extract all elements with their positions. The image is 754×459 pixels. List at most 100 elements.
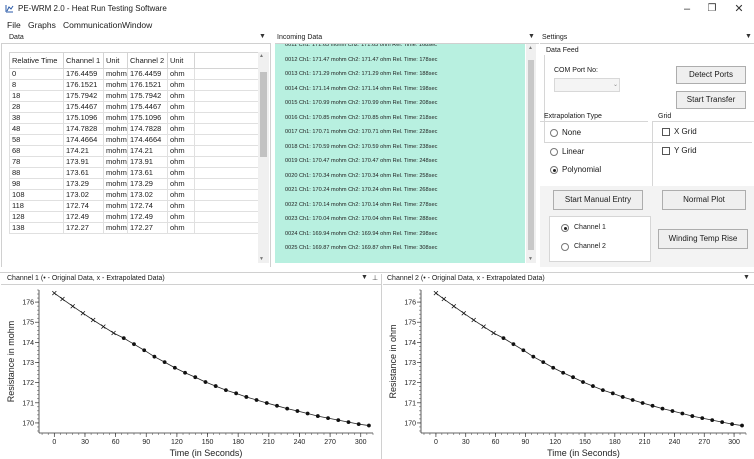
y-tick-label: 172 [22, 380, 34, 387]
original-point [551, 365, 556, 370]
table-row[interactable]: 128 172.49 mohm 172.49 ohm [9, 211, 266, 223]
winding-temp-rise-button[interactable]: Winding Temp Rise [658, 229, 748, 249]
unit-1-cell: mohm [103, 222, 128, 234]
filler-cell [194, 189, 266, 201]
original-point [213, 384, 218, 388]
column-header-relative-time[interactable]: Relative Time [9, 52, 64, 69]
radio-polynomial[interactable] [550, 166, 558, 174]
menu-window[interactable]: Window [122, 20, 153, 30]
panel-menu-chevron-icon[interactable]: ▼ [259, 33, 266, 40]
extrapolated-point [433, 290, 439, 296]
y-grid-checkbox[interactable] [662, 147, 670, 155]
relative-time-cell: 18 [9, 90, 64, 102]
unit-1-cell: mohm [103, 211, 128, 223]
start-transfer-button[interactable]: Start Transfer [676, 91, 746, 109]
menu-bar: File Graphs Communication Window [0, 18, 754, 32]
x-tick-label: 150 [202, 439, 214, 446]
unit-2-cell: ohm [167, 101, 195, 113]
data-table[interactable]: Relative Time Channel 1 Unit Channel 2 U… [9, 52, 266, 234]
table-row[interactable]: 0 176.4459 mohm 176.4459 ohm [9, 68, 266, 80]
x-tick-label: 270 [698, 439, 710, 446]
unit-2-cell: ohm [167, 145, 195, 157]
radio-linear[interactable] [550, 148, 558, 156]
table-row[interactable]: 118 172.74 mohm 172.74 ohm [9, 200, 266, 212]
y-tick-label: 171 [22, 400, 34, 407]
radio-channel-2[interactable] [561, 243, 569, 251]
x-grid-checkbox[interactable] [662, 128, 670, 136]
panel-menu-chevron-icon[interactable]: ▼ [743, 274, 750, 281]
panel-menu-chevron-icon[interactable]: ▼ [528, 33, 535, 40]
channel-2-cell: 172.49 [127, 211, 168, 223]
incoming-line: 0020 Ch1: 170.34 mohm Ch2: 170.34 ohm Re… [285, 172, 438, 179]
panel-menu-chevron-icon[interactable]: ▼ [361, 274, 368, 281]
unit-1-cell: mohm [103, 156, 128, 168]
radio-channel-1[interactable] [561, 224, 569, 232]
menu-file[interactable]: File [7, 20, 21, 30]
incoming-scrollbar-thumb[interactable] [528, 60, 534, 250]
channel-2-chart[interactable]: 0 30 60 90 120 150 180 210 240 270 300 170 171 172 173… [383, 286, 754, 459]
filler-cell [194, 145, 266, 157]
table-row[interactable]: 28 175.4467 mohm 175.4467 ohm [9, 101, 266, 113]
data-feed-group [544, 55, 752, 143]
scroll-down-icon[interactable]: ▼ [259, 256, 264, 262]
relative-time-cell: 98 [9, 178, 64, 190]
table-row[interactable]: 8 176.1521 mohm 176.1521 ohm [9, 79, 266, 91]
panel-menu-chevron-icon[interactable]: ▼ [745, 33, 752, 40]
extrapolation-polynomial-label: Polynomial [562, 165, 602, 174]
x-tick-label: 90 [142, 439, 150, 446]
column-header-unit-2[interactable]: Unit [167, 52, 195, 69]
com-port-select[interactable]: ⌄ [554, 78, 620, 92]
table-scrollbar-thumb[interactable] [260, 72, 267, 157]
pin-icon[interactable]: ⊥ [372, 275, 379, 282]
menu-communication[interactable]: Communication [63, 20, 123, 30]
filler-cell [194, 134, 266, 146]
channel-2-label: Channel 2 [574, 243, 606, 250]
start-manual-entry-button[interactable]: Start Manual Entry [553, 190, 643, 210]
minimize-button[interactable]: – [683, 3, 691, 15]
column-header-unit-1[interactable]: Unit [103, 52, 128, 69]
original-point [561, 370, 566, 375]
x-tick-label: 300 [728, 439, 740, 446]
scroll-down-icon[interactable]: ▼ [528, 256, 533, 262]
table-row[interactable]: 108 173.02 mohm 173.02 ohm [9, 189, 266, 201]
close-button[interactable]: ✕ [734, 3, 744, 15]
column-header-channel-2[interactable]: Channel 2 [127, 52, 168, 69]
original-point [193, 375, 198, 380]
original-point [346, 420, 351, 425]
table-row[interactable]: 68 174.21 mohm 174.21 ohm [9, 145, 266, 157]
maximize-button[interactable]: ❐ [707, 3, 717, 14]
original-point [305, 411, 310, 416]
channel-select-group [549, 216, 651, 262]
channel-1-cell: 173.91 [63, 156, 104, 168]
column-header-channel-1[interactable]: Channel 1 [63, 52, 104, 69]
radio-none[interactable] [550, 129, 558, 137]
table-scrollbar[interactable] [258, 52, 269, 263]
incoming-data-log[interactable]: 0011 Ch1: 171.63 mohm Ch2: 171.63 ohm Re… [275, 44, 525, 263]
channel-1-cell: 174.7828 [63, 123, 104, 135]
table-row[interactable]: 88 173.61 mohm 173.61 ohm [9, 167, 266, 179]
table-row[interactable]: 138 172.27 mohm 172.27 ohm [9, 222, 266, 234]
y-tick-label: 176 [22, 300, 34, 307]
table-row[interactable]: 78 173.91 mohm 173.91 ohm [9, 156, 266, 168]
scroll-up-icon[interactable]: ▲ [259, 53, 264, 59]
x-tick-label: 30 [462, 439, 470, 446]
normal-plot-button[interactable]: Normal Plot [662, 190, 746, 210]
y-axis-label: Resistance in ohm [388, 324, 398, 398]
unit-2-cell: ohm [167, 222, 195, 234]
table-row[interactable]: 58 174.4664 mohm 174.4664 ohm [9, 134, 266, 146]
scroll-up-icon[interactable]: ▲ [528, 45, 533, 51]
x-tick-label: 210 [639, 439, 651, 446]
menu-graphs[interactable]: Graphs [28, 20, 56, 30]
incoming-line: 0012 Ch1: 171.47 mohm Ch2: 171.47 ohm Re… [285, 56, 438, 63]
channel-1-cell: 172.49 [63, 211, 104, 223]
divider [540, 121, 648, 122]
channel-1-chart[interactable]: 0 30 60 90 120 150 180 210 240 270 300 170 171 172 173… [1, 286, 381, 459]
table-row[interactable]: 38 175.1096 mohm 175.1096 ohm [9, 112, 266, 124]
relative-time-cell: 78 [9, 156, 64, 168]
channel-1-cell: 172.27 [63, 222, 104, 234]
table-row[interactable]: 98 173.29 mohm 173.29 ohm [9, 178, 266, 190]
table-row[interactable]: 48 174.7828 mohm 174.7828 ohm [9, 123, 266, 135]
table-row[interactable]: 18 175.7942 mohm 175.7942 ohm [9, 90, 266, 102]
detect-ports-button[interactable]: Detect Ports [676, 66, 746, 84]
original-point [264, 401, 269, 405]
